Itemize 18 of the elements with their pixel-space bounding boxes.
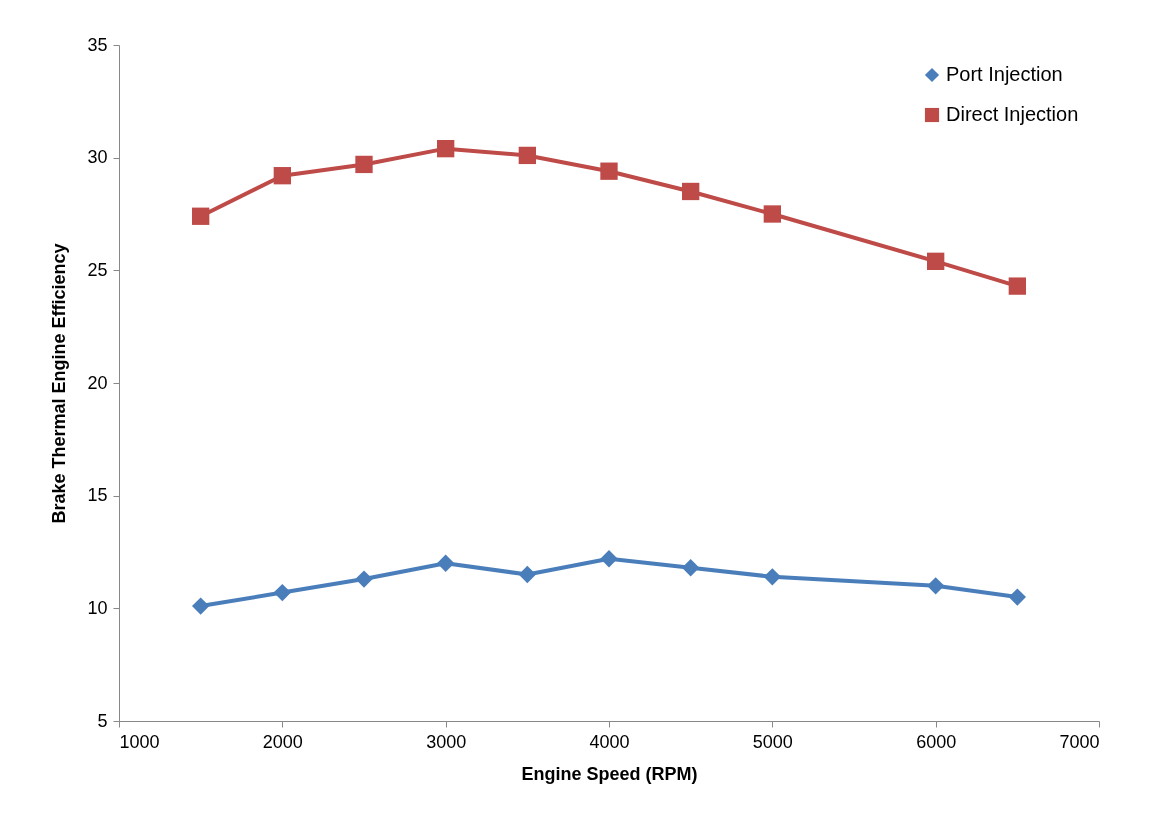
x-tick-label: 5000 <box>752 731 793 752</box>
legend-label: Port Injection <box>946 63 1063 85</box>
y-tick-label: 10 <box>87 597 108 618</box>
x-tick-label: 1000 <box>119 731 160 752</box>
legend-label: Direct Injection <box>946 103 1079 125</box>
x-tick-label: 3000 <box>426 731 467 752</box>
y-tick-label: 20 <box>87 372 108 393</box>
x-tick-label: 2000 <box>262 731 303 752</box>
y-tick-label: 25 <box>87 259 108 280</box>
y-tick-label: 30 <box>87 147 108 168</box>
y-tick-label: 5 <box>97 710 108 731</box>
x-tick-label: 6000 <box>916 731 957 752</box>
x-tick-label: 7000 <box>1059 731 1100 752</box>
y-tick-label: 15 <box>87 485 108 506</box>
y-tick-label: 35 <box>87 34 108 55</box>
x-tick-label: 4000 <box>589 731 630 752</box>
y-axis-title: Brake Thermal Engine Efficiency <box>49 243 70 524</box>
x-axis-title: Engine Speed (RPM) <box>521 763 698 784</box>
